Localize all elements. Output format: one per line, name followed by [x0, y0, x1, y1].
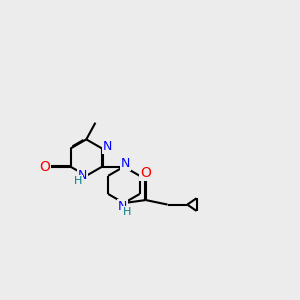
- Text: O: O: [39, 160, 50, 174]
- Text: N: N: [103, 140, 112, 154]
- Text: N: N: [78, 169, 87, 182]
- Text: H: H: [123, 207, 131, 217]
- Text: N: N: [118, 200, 127, 213]
- Text: N: N: [121, 157, 130, 170]
- Text: O: O: [140, 166, 151, 180]
- Text: H: H: [74, 176, 82, 186]
